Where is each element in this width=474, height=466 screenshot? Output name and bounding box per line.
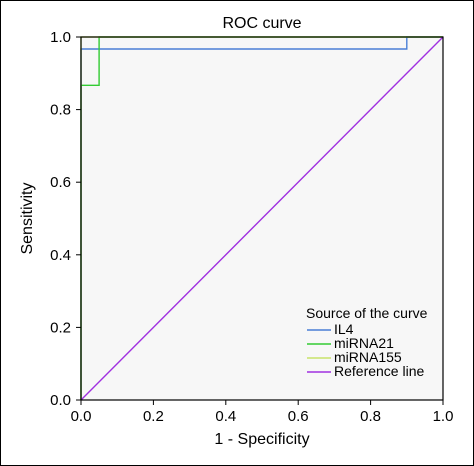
legend-label: Reference line — [334, 363, 424, 379]
y-axis-title: Sensitivity — [19, 182, 36, 254]
legend-title: Source of the curve — [306, 305, 428, 321]
x-tick-label: 0.8 — [360, 408, 381, 425]
x-tick-label: 1.0 — [433, 408, 454, 425]
y-tick-label: 0.8 — [50, 102, 71, 119]
y-tick-label: 0.4 — [50, 247, 71, 264]
chart-title: ROC curve — [222, 15, 301, 32]
legend: Source of the curve IL4miRNA21miRNA155Re… — [306, 305, 428, 379]
x-axis: 0.0 0.2 0.4 0.6 0.8 1.0 — [71, 400, 454, 425]
y-tick-label: 0.2 — [50, 319, 71, 336]
x-tick-label: 0.0 — [71, 408, 92, 425]
legend-label: miRNA155 — [334, 349, 402, 365]
x-tick-label: 0.4 — [215, 408, 236, 425]
y-axis: 0.0 0.2 0.4 0.6 0.8 1.0 — [50, 29, 81, 409]
series-line-reference-line — [80, 36, 444, 401]
y-tick-label: 1.0 — [50, 29, 71, 46]
x-axis-title: 1 - Specificity — [214, 431, 309, 448]
plot-border — [80, 36, 444, 401]
y-tick-label: 0.6 — [50, 174, 71, 191]
x-tick-label: 0.6 — [288, 408, 309, 425]
legend-label: miRNA21 — [334, 335, 394, 351]
y-tick-label: 0.0 — [50, 392, 71, 409]
x-tick-label: 0.2 — [143, 408, 164, 425]
legend-label: IL4 — [334, 321, 354, 337]
